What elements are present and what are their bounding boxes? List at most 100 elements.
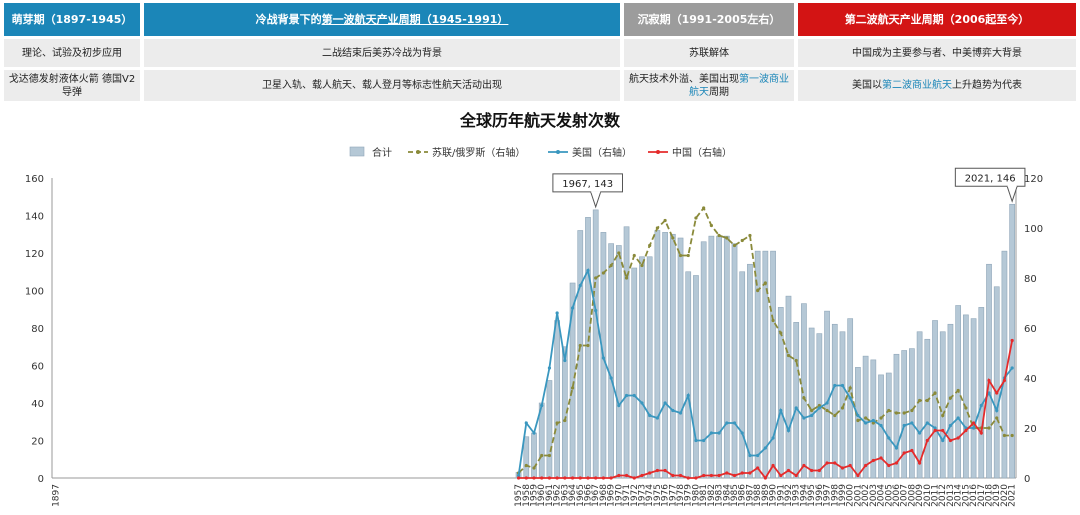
series-point — [709, 473, 713, 478]
series-point — [702, 438, 706, 443]
series-point — [902, 451, 906, 455]
x-tick-label: 1987 — [745, 484, 755, 507]
bar — [623, 226, 630, 479]
series-point — [779, 473, 783, 478]
series-point — [887, 436, 891, 440]
x-tick-label: 1993 — [792, 484, 802, 507]
chart-title: 全球历年航天发射次数 — [459, 111, 621, 130]
series-point — [763, 446, 767, 450]
series-point — [756, 453, 760, 458]
legend-label: 苏联/俄罗斯（右轴） — [432, 146, 525, 159]
series-point — [732, 421, 737, 425]
x-tick-label: 1897 — [51, 484, 61, 507]
series-point — [709, 431, 713, 435]
x-tick-label: 1977 — [668, 484, 678, 507]
x-tick-label: 1970 — [614, 484, 624, 507]
annotation-pointer — [590, 191, 602, 209]
series-point — [864, 421, 868, 425]
y-right-tick-label: 20 — [1024, 424, 1037, 435]
x-tick-label: 1986 — [738, 484, 748, 507]
x-tick-label: 2002 — [861, 484, 871, 507]
bar — [631, 267, 638, 479]
bar — [592, 209, 599, 479]
series-point — [694, 216, 698, 220]
series-point — [948, 396, 953, 400]
x-tick-label: 2021 — [1008, 484, 1018, 507]
x-tick-label: 1981 — [699, 484, 709, 507]
x-tick-label: 2004 — [877, 484, 887, 507]
series-point — [648, 413, 652, 418]
bar — [909, 348, 915, 479]
series-point — [756, 288, 760, 293]
series-point — [578, 343, 582, 348]
series-point — [740, 238, 744, 243]
bar — [546, 380, 553, 479]
series-point — [632, 476, 636, 480]
series-point — [570, 306, 575, 310]
series-point — [586, 343, 590, 348]
bar — [939, 331, 946, 479]
series-point — [871, 421, 875, 425]
bar — [947, 323, 954, 479]
x-tick-label: 2001 — [853, 484, 863, 507]
series-point — [540, 403, 544, 408]
series-point — [964, 428, 968, 433]
bar — [747, 263, 753, 479]
series-point — [910, 408, 914, 413]
series-point — [840, 406, 845, 410]
series-point — [817, 403, 821, 408]
series-point — [941, 413, 945, 418]
x-tick-label: 1958 — [522, 484, 532, 507]
series-point — [771, 318, 775, 323]
series-point — [864, 463, 868, 468]
series-point — [833, 413, 837, 418]
series-point — [987, 426, 991, 430]
series-point — [995, 391, 999, 395]
series-point — [748, 233, 752, 238]
series-point — [771, 463, 775, 468]
bar — [808, 327, 815, 479]
phase-events-suffix: 周期 — [709, 86, 729, 98]
legend-label: 合计 — [372, 146, 392, 159]
phase-header: 萌芽期（1897-1945） — [4, 3, 140, 36]
phase-germination: 萌芽期（1897-1945） 理论、试验及初步应用 戈达德发射液体火箭 德国V2… — [4, 3, 140, 101]
series-point — [686, 476, 690, 480]
bar — [793, 322, 800, 479]
series-point — [933, 391, 937, 395]
series-point — [902, 411, 906, 415]
series-point — [640, 473, 644, 478]
legend-marker — [416, 150, 420, 154]
bar — [839, 331, 846, 479]
series-point — [956, 436, 960, 440]
bar — [646, 256, 653, 479]
series-point — [686, 253, 690, 258]
bar — [716, 235, 722, 479]
series-point — [956, 388, 960, 393]
series-point — [601, 271, 606, 275]
bar — [801, 303, 807, 479]
series-point — [609, 376, 613, 380]
series-point — [532, 476, 536, 480]
series-point — [671, 236, 675, 240]
bar — [739, 271, 746, 479]
bar — [523, 436, 530, 479]
phase-first-wave: 冷战背景下的 第一波航天产业周期（1945-1991） 二战结束后美苏冷战为背景 … — [144, 3, 620, 101]
x-tick-label: 1998 — [830, 484, 840, 507]
bar — [855, 367, 861, 479]
phase-theme: 中国成为主要参与者、中美博弈大背景 — [798, 39, 1076, 67]
series-point — [833, 383, 837, 388]
annotation-label: 1967, 143 — [562, 179, 613, 190]
bar — [693, 275, 699, 479]
x-tick-label: 2017 — [977, 484, 987, 507]
x-tick-label: 1962 — [553, 484, 563, 507]
bar — [723, 235, 730, 479]
x-tick-label: 1989 — [761, 484, 771, 507]
series-point — [794, 406, 798, 410]
series-point — [925, 398, 929, 403]
series-point — [686, 393, 690, 398]
x-tick-label: 2009 — [915, 484, 925, 507]
series-point — [786, 353, 791, 358]
bar — [700, 241, 707, 479]
legend-label: 美国（右轴） — [572, 146, 632, 159]
y-right-tick-label: 100 — [1024, 224, 1043, 235]
